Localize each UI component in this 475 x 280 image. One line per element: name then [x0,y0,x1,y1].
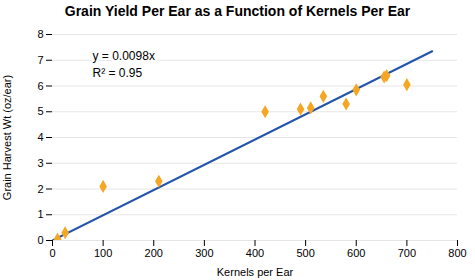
svg-text:6: 6 [37,80,43,92]
svg-text:100: 100 [94,247,112,259]
svg-text:0: 0 [49,247,55,259]
svg-text:400: 400 [246,247,264,259]
svg-text:4: 4 [37,131,43,143]
svg-text:7: 7 [37,54,43,66]
svg-text:700: 700 [398,247,416,259]
svg-text:y = 0.0098xR² = 0.95: y = 0.0098xR² = 0.95 [93,49,155,80]
svg-text:Kernels per Ear: Kernels per Ear [217,266,294,278]
svg-text:0: 0 [37,234,43,246]
svg-text:1: 1 [37,208,43,220]
svg-text:5: 5 [37,105,43,117]
svg-text:Grain Harvest Wt (oz/ear): Grain Harvest Wt (oz/ear) [1,75,13,200]
html-text:Grain Yield Per Ear as a Funct: Grain Yield Per Ear as a Function of Ker… [64,3,411,19]
svg-text:300: 300 [195,247,213,259]
svg-text:200: 200 [145,247,163,259]
svg-text:3: 3 [37,157,43,169]
svg-text:600: 600 [347,247,365,259]
svg-text:500: 500 [296,247,314,259]
svg-text:8: 8 [37,28,43,40]
svg-text:800: 800 [448,247,466,259]
svg-text:2: 2 [37,183,43,195]
